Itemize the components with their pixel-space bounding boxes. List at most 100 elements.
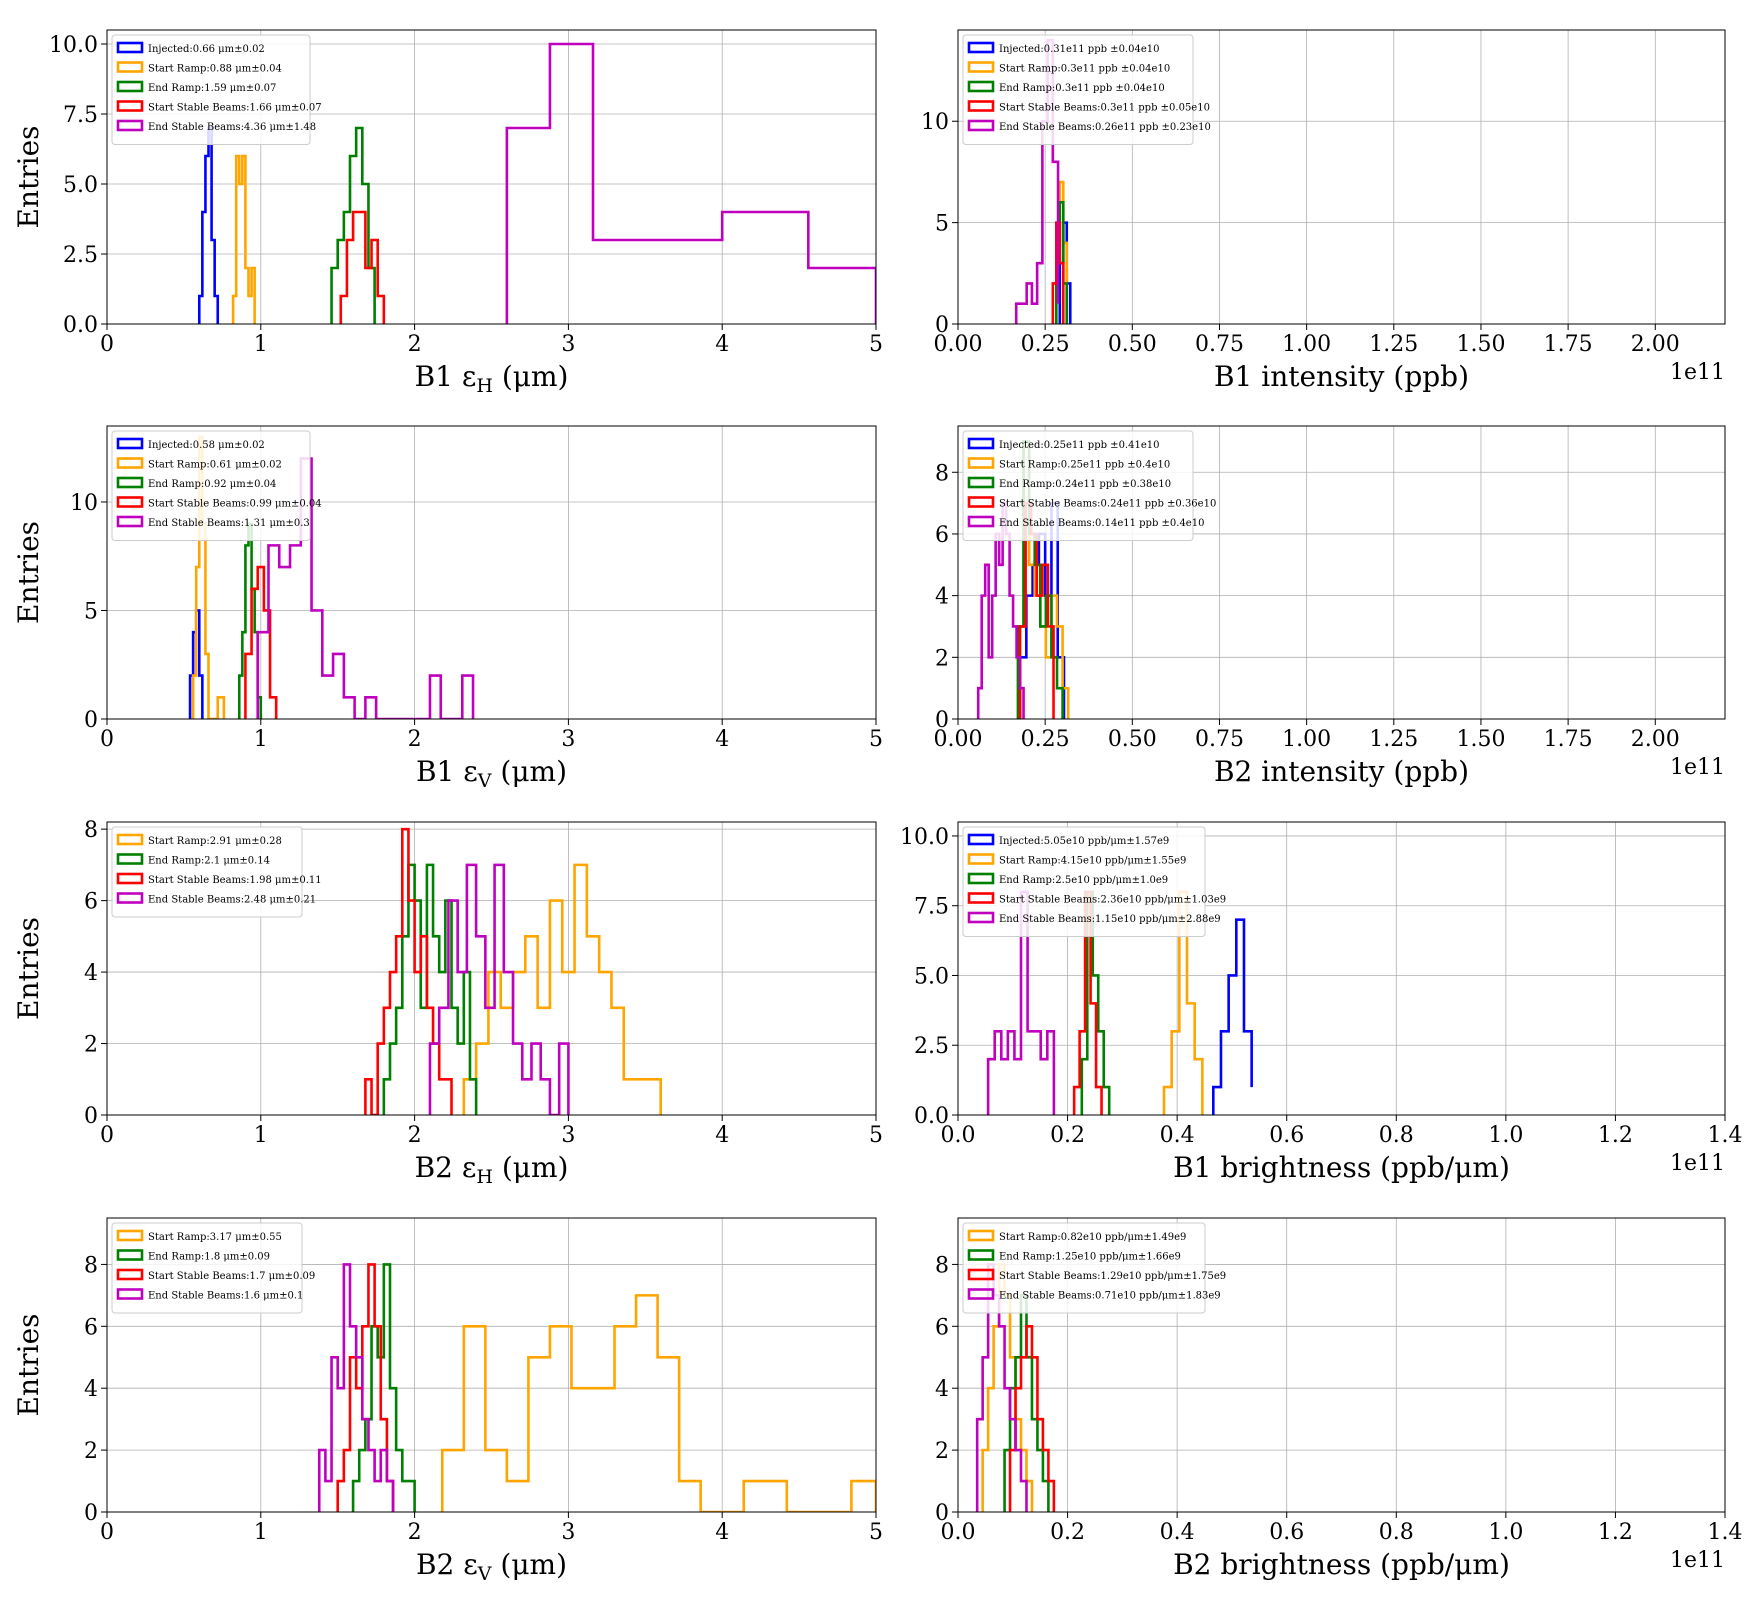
y-tick-label: 10.0 bbox=[900, 825, 949, 850]
x-tick-label: 3 bbox=[561, 1123, 575, 1148]
x-tick-label: 5 bbox=[869, 727, 883, 752]
legend-label: End Stable Beams:1.31 μm±0.3 bbox=[148, 518, 310, 529]
y-axis-label: Entries bbox=[12, 917, 45, 1020]
x-tick-label: 5 bbox=[869, 1520, 883, 1545]
y-tick-label: 6 bbox=[935, 1315, 949, 1340]
y-tick-label: 0 bbox=[84, 1501, 98, 1526]
y-tick-label: 0 bbox=[935, 1501, 949, 1526]
legend-frame bbox=[111, 430, 311, 541]
y-tick-label: 0 bbox=[935, 313, 949, 338]
y-tick-label: 6 bbox=[935, 523, 949, 548]
x-tick-label: 2 bbox=[408, 1123, 422, 1148]
legend: Start Ramp:0.82e10 ppb/μm±1.49e9 End Ramp… bbox=[962, 1222, 1226, 1314]
legend-swatch bbox=[967, 457, 995, 469]
legend-label: Injected:0.25e11 ppb ±0.41e10 bbox=[999, 440, 1159, 451]
histogram-series-4 bbox=[339, 210, 386, 324]
x-tick-label: 4 bbox=[715, 332, 729, 357]
legend-frame bbox=[962, 1222, 1206, 1314]
y-tick-label: 5.0 bbox=[63, 173, 98, 198]
legend-label: Start Stable Beams:1.7 μm±0.09 bbox=[148, 1271, 315, 1282]
legend-label: Start Ramp:0.82e10 ppb/μm±1.49e9 bbox=[999, 1232, 1186, 1243]
histogram-series-1 bbox=[462, 863, 662, 1115]
x-axis-label: B2 intensity (ppb) bbox=[1214, 755, 1469, 788]
x-tick-label: 4 bbox=[715, 1520, 729, 1545]
legend-label: Start Ramp:0.88 μm±0.04 bbox=[148, 64, 282, 75]
legend-label: Injected:0.66 μm±0.02 bbox=[148, 44, 265, 55]
x-tick-label: 0.75 bbox=[1195, 727, 1244, 752]
x-offset-label: 1e11 bbox=[1670, 1151, 1725, 1176]
legend-label: Start Ramp:4.15e10 ppb/μm±1.55e9 bbox=[999, 856, 1186, 867]
x-tick-label: 2.00 bbox=[1631, 727, 1680, 752]
histogram-series-5 bbox=[256, 457, 475, 719]
legend: Start Ramp:2.91 μm±0.28 End Ramp:2.1 μm±0… bbox=[111, 826, 322, 918]
y-tick-label: 0 bbox=[84, 1104, 98, 1129]
histogram-series-2 bbox=[351, 1263, 416, 1512]
x-axis-label: B2 εV (μm) bbox=[416, 1548, 567, 1585]
x-axis-label: B1 brightness (ppb/μm) bbox=[1173, 1151, 1510, 1184]
legend-swatch bbox=[967, 1249, 995, 1261]
legend-swatch bbox=[116, 853, 144, 865]
histogram-series-4 bbox=[317, 1263, 395, 1512]
legend-frame bbox=[111, 1222, 303, 1314]
legend-swatch bbox=[116, 119, 144, 132]
x-tick-label: 0 bbox=[100, 727, 114, 752]
y-axis-label: Entries bbox=[12, 1313, 45, 1416]
legend-label: End Stable Beams:0.26e11 ppb ±0.23e10 bbox=[999, 122, 1211, 133]
legend-swatch bbox=[967, 853, 995, 865]
y-tick-label: 0 bbox=[935, 708, 949, 733]
legend-label: Start Ramp:0.61 μm±0.02 bbox=[148, 460, 282, 471]
x-tick-label: 3 bbox=[561, 1520, 575, 1545]
x-tick-label: 0.2 bbox=[1050, 1123, 1085, 1148]
y-tick-label: 5 bbox=[84, 599, 98, 624]
x-tick-label: 0.2 bbox=[1050, 1520, 1085, 1545]
legend-label: End Stable Beams:0.71e10 ppb/μm±1.83e9 bbox=[999, 1291, 1221, 1302]
legend-label: Start Stable Beams:1.98 μm±0.11 bbox=[148, 875, 322, 886]
x-axis-label: B2 εH (μm) bbox=[415, 1151, 569, 1188]
legend-swatch bbox=[967, 515, 995, 528]
x-tick-label: 0.0 bbox=[941, 1123, 976, 1148]
chart-b2-ev: 0 1 2 3 4 5 0 2 4 6 8 B2 εV (μm) Entries Start Ramp:3… bbox=[12, 1217, 883, 1585]
histogram-series-5 bbox=[505, 42, 876, 324]
x-tick-label: 0.8 bbox=[1379, 1520, 1414, 1545]
axes-frame bbox=[106, 1217, 877, 1513]
legend-swatch bbox=[116, 80, 144, 93]
x-tick-label: 2.00 bbox=[1631, 332, 1680, 357]
histogram-series-2 bbox=[382, 863, 478, 1115]
x-tick-label: 0.25 bbox=[1021, 727, 1070, 752]
legend-swatch bbox=[116, 100, 144, 112]
legend-swatch bbox=[967, 119, 995, 132]
x-tick-label: 1.2 bbox=[1598, 1520, 1633, 1545]
plot-area bbox=[364, 827, 662, 1115]
axes-frame bbox=[106, 29, 877, 325]
histogram-series-4 bbox=[975, 1263, 1028, 1512]
legend-swatch bbox=[967, 1229, 995, 1242]
legend-swatch bbox=[116, 1229, 144, 1242]
x-tick-label: 0.4 bbox=[1160, 1123, 1195, 1148]
y-tick-label: 8 bbox=[84, 818, 98, 843]
legend-label: End Stable Beams:1.6 μm±0.1 bbox=[148, 1291, 303, 1302]
x-offset-label: 1e11 bbox=[1670, 755, 1725, 780]
plot-area bbox=[317, 1263, 876, 1512]
legend-swatch bbox=[116, 833, 144, 846]
histogram-series-3 bbox=[330, 126, 376, 324]
y-tick-label: 2 bbox=[84, 1439, 98, 1464]
chart-b2-br: 0.0 0.2 0.4 0.6 0.8 1.0 1.2 1.4 0 2 4 6 8 B2 brightne… bbox=[935, 1217, 1743, 1581]
legend-label: Injected:0.58 μm±0.02 bbox=[148, 440, 265, 451]
legend-swatch bbox=[967, 892, 995, 904]
legend-swatch bbox=[967, 872, 995, 885]
x-tick-label: 0.8 bbox=[1379, 1123, 1414, 1148]
legend-label: End Stable Beams:2.48 μm±0.21 bbox=[148, 895, 316, 906]
x-tick-label: 1.2 bbox=[1598, 1123, 1633, 1148]
x-tick-label: 1.4 bbox=[1708, 1520, 1743, 1545]
x-tick-label: 3 bbox=[561, 332, 575, 357]
axes-frame bbox=[957, 1217, 1726, 1513]
y-tick-label: 2 bbox=[84, 1033, 98, 1058]
legend-swatch bbox=[116, 515, 144, 528]
legend-label: Start Stable Beams:0.3e11 ppb ±0.05e10 bbox=[999, 103, 1210, 114]
x-axis-label: B1 intensity (ppb) bbox=[1214, 360, 1469, 393]
legend: Injected:5.05e10 ppb/μm±1.57e9 Start Ramp… bbox=[962, 826, 1226, 937]
x-tick-label: 0.75 bbox=[1195, 332, 1244, 357]
legend-label: End Ramp:1.8 μm±0.09 bbox=[148, 1252, 270, 1263]
legend-label: End Ramp:0.92 μm±0.04 bbox=[148, 479, 276, 490]
legend-swatch bbox=[116, 457, 144, 469]
